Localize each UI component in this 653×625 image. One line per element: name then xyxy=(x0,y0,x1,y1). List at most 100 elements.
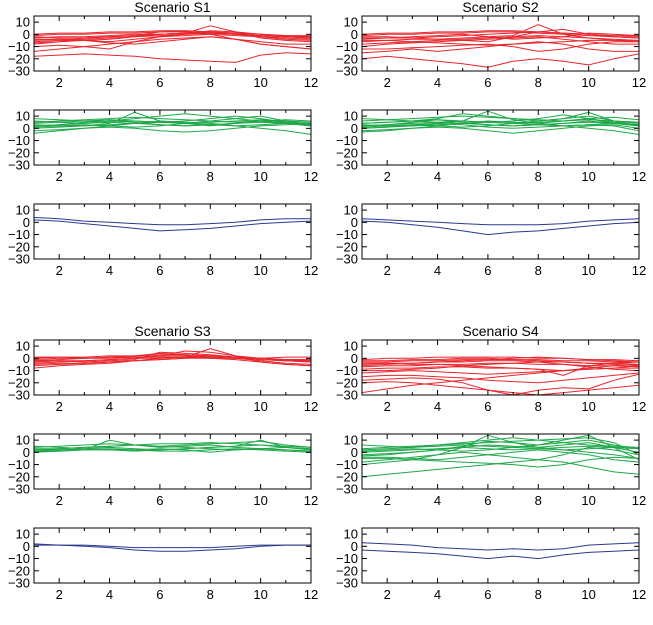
y-tick-label: 10 xyxy=(344,109,358,124)
x-tick-label: 10 xyxy=(253,399,267,414)
y-tick-label: 0 xyxy=(351,121,358,136)
x-tick-label: 6 xyxy=(484,587,491,602)
series-line xyxy=(362,31,639,38)
x-tick-label: 10 xyxy=(581,493,595,508)
plot-frame xyxy=(361,109,640,166)
y-tick-label: 0 xyxy=(23,351,30,366)
scenario-title: Scenario S2 xyxy=(462,0,538,15)
x-tick-label: 10 xyxy=(581,75,595,90)
y-tick-label: 10 xyxy=(16,15,30,30)
y-tick-label: 10 xyxy=(344,339,358,354)
panel: 100−10−20−302 4 6 8 10 12 xyxy=(8,109,318,184)
panel: 100−10−20−302 4 6 8 10 12 xyxy=(8,15,318,90)
y-tick-label: −30 xyxy=(8,388,30,403)
series-line xyxy=(34,356,311,359)
y-tick-label: −10 xyxy=(8,363,30,378)
scenario-title: Scenario S4 xyxy=(462,323,538,339)
series-line xyxy=(34,119,311,127)
y-tick-label: −20 xyxy=(8,145,30,160)
y-tick-label: −10 xyxy=(336,227,358,242)
y-tick-label: −10 xyxy=(8,227,30,242)
series-line xyxy=(34,448,311,453)
series-line xyxy=(362,115,639,122)
x-tick-label: 4 xyxy=(434,263,441,278)
y-tick-label: 0 xyxy=(23,215,30,230)
plot-frame xyxy=(33,433,312,490)
x-tick-label: 10 xyxy=(253,587,267,602)
x-tick-label: 12 xyxy=(632,587,646,602)
x-tick-label: 10 xyxy=(253,493,267,508)
x-tick-label: 4 xyxy=(434,169,441,184)
x-tick-label: 12 xyxy=(304,75,318,90)
series-line xyxy=(34,122,311,133)
y-tick-label: −30 xyxy=(336,252,358,267)
series-line xyxy=(34,36,311,52)
series-line xyxy=(362,124,639,134)
x-tick-label: 6 xyxy=(156,399,163,414)
y-tick-label: −20 xyxy=(336,51,358,66)
plot-frame xyxy=(33,109,312,166)
y-tick-label: 10 xyxy=(16,203,30,218)
x-tick-label: 8 xyxy=(207,263,214,278)
x-tick-label: 2 xyxy=(384,587,391,602)
x-tick-label: 2 xyxy=(384,263,391,278)
series-line xyxy=(362,456,639,468)
series-line xyxy=(362,220,639,236)
plot-frame xyxy=(361,15,640,72)
y-tick-label: 0 xyxy=(351,27,358,42)
series-line xyxy=(362,32,639,40)
y-tick-label: −20 xyxy=(8,563,30,578)
series-line xyxy=(362,439,639,452)
x-tick-label: 4 xyxy=(106,399,113,414)
x-tick-label: 2 xyxy=(384,399,391,414)
x-tick-label: 4 xyxy=(106,587,113,602)
y-tick-label: 10 xyxy=(16,433,30,448)
y-tick-label: −10 xyxy=(8,457,30,472)
x-tick-label: 8 xyxy=(207,493,214,508)
panel: 100−10−20−302 4 6 8 10 12 xyxy=(336,15,646,90)
series-line xyxy=(362,542,639,551)
plot-frame xyxy=(33,203,312,260)
y-tick-label: 10 xyxy=(344,203,358,218)
y-tick-label: −20 xyxy=(336,469,358,484)
x-tick-label: 2 xyxy=(384,75,391,90)
y-tick-label: 10 xyxy=(16,339,30,354)
x-tick-label: 8 xyxy=(535,169,542,184)
series-line xyxy=(34,119,311,124)
series-line xyxy=(362,35,639,45)
x-tick-label: 12 xyxy=(632,169,646,184)
y-tick-label: −10 xyxy=(336,457,358,472)
y-tick-label: −30 xyxy=(8,252,30,267)
series-line xyxy=(34,442,311,450)
x-tick-label: 12 xyxy=(632,493,646,508)
y-tick-label: −10 xyxy=(8,133,30,148)
x-tick-label: 2 xyxy=(384,169,391,184)
y-tick-label: 0 xyxy=(23,539,30,554)
y-tick-label: 10 xyxy=(16,527,30,542)
panel: 100−10−20−302 4 6 8 10 12 xyxy=(8,203,318,278)
x-tick-label: 12 xyxy=(632,263,646,278)
x-tick-label: 2 xyxy=(56,263,63,278)
x-tick-label: 6 xyxy=(484,493,491,508)
series-line xyxy=(34,440,311,448)
series-line xyxy=(362,41,639,52)
y-tick-label: 0 xyxy=(23,27,30,42)
x-tick-label: 4 xyxy=(106,493,113,508)
x-tick-label: 4 xyxy=(106,75,113,90)
x-tick-label: 6 xyxy=(156,75,163,90)
y-tick-label: −10 xyxy=(336,363,358,378)
x-tick-label: 2 xyxy=(56,399,63,414)
x-tick-label: 10 xyxy=(253,263,267,278)
x-tick-label: 12 xyxy=(632,75,646,90)
y-tick-label: −30 xyxy=(8,158,30,173)
panel: 100−10−20−302 4 6 8 10 12 xyxy=(336,339,646,414)
x-tick-label: 8 xyxy=(535,587,542,602)
x-tick-label: 4 xyxy=(434,75,441,90)
x-tick-label: 10 xyxy=(581,263,595,278)
x-tick-label: 6 xyxy=(156,263,163,278)
series-line xyxy=(362,446,639,463)
x-tick-label: 4 xyxy=(106,169,113,184)
y-tick-label: −30 xyxy=(336,158,358,173)
y-tick-label: 10 xyxy=(344,433,358,448)
